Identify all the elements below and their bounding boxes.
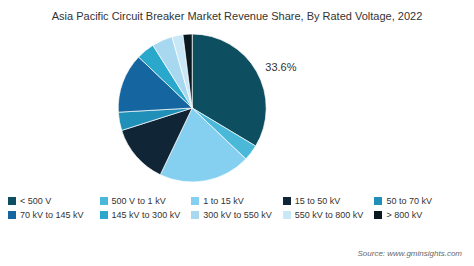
html-text:550 kV to 800 kV: 550 kV to 800 kV [294,210,364,220]
html-text:Asia Pacific Circuit Breaker M: Asia Pacific Circuit Breaker Market Reve… [51,10,423,22]
html-text:Source: www.gminsights.com: Source: www.gminsights.com [357,249,462,258]
html-text:500 V to 1 kV: 500 V to 1 kV [111,196,166,206]
svg-text:33.6%: 33.6% [265,61,296,73]
html-text:> 800 kV: > 800 kV [386,210,423,220]
html-text:1 to 15 kV: 1 to 15 kV [203,196,244,206]
html-text:15 to 50 kV: 15 to 50 kV [294,196,341,206]
html-text:300 kV to 550 kV: 300 kV to 550 kV [203,210,272,220]
html-text:145 kV to 300 kV: 145 kV to 300 kV [111,210,181,220]
html-text:50 to 70 kV: 50 to 70 kV [386,196,432,206]
html-text:70 kV to 145 kV: 70 kV to 145 kV [20,210,84,220]
html-text:< 500 V: < 500 V [20,196,52,206]
